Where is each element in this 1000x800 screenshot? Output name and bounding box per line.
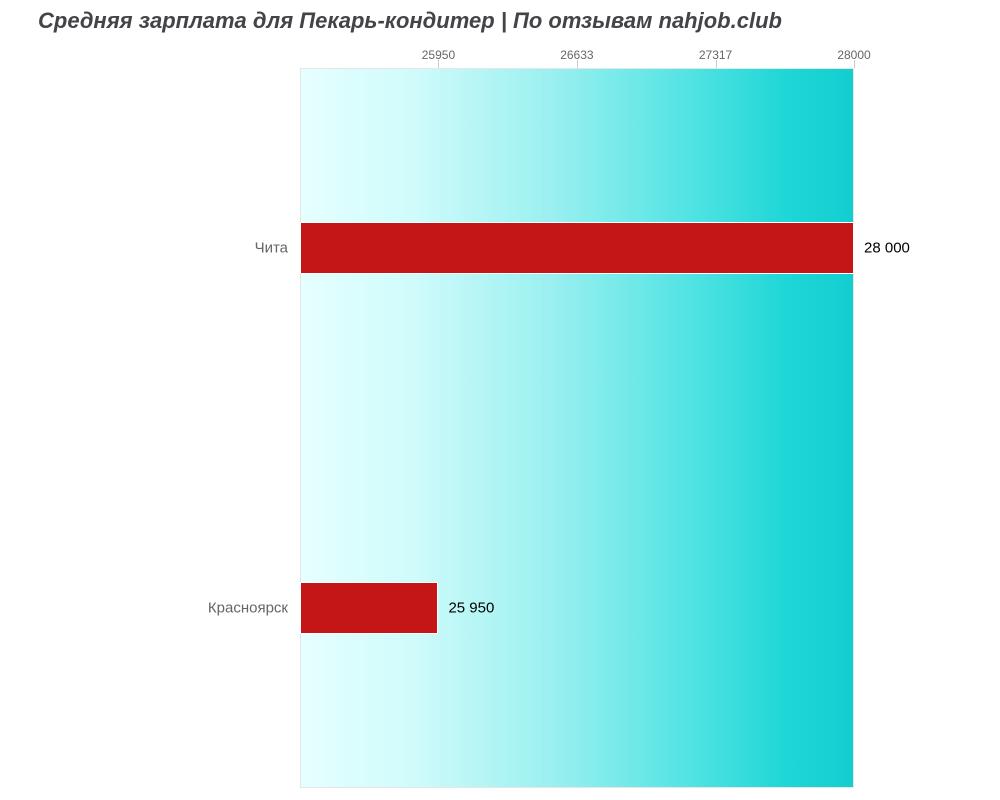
chart-container: Средняя зарплата для Пекарь-кондитер | П… (0, 0, 1000, 800)
bar-value-label: 25 950 (448, 600, 494, 617)
plot-area (300, 68, 854, 788)
x-tick-label: 27317 (699, 48, 732, 62)
y-category-label: Чита (255, 240, 288, 257)
bar (300, 582, 438, 634)
x-tick-label: 25950 (422, 48, 455, 62)
bar-value-label: 28 000 (864, 240, 910, 257)
chart-title: Средняя зарплата для Пекарь-кондитер | П… (38, 8, 782, 34)
bar (300, 222, 854, 274)
y-category-label: Красноярск (208, 600, 288, 617)
x-tick-label: 26633 (560, 48, 593, 62)
x-tick-label: 28000 (837, 48, 870, 62)
